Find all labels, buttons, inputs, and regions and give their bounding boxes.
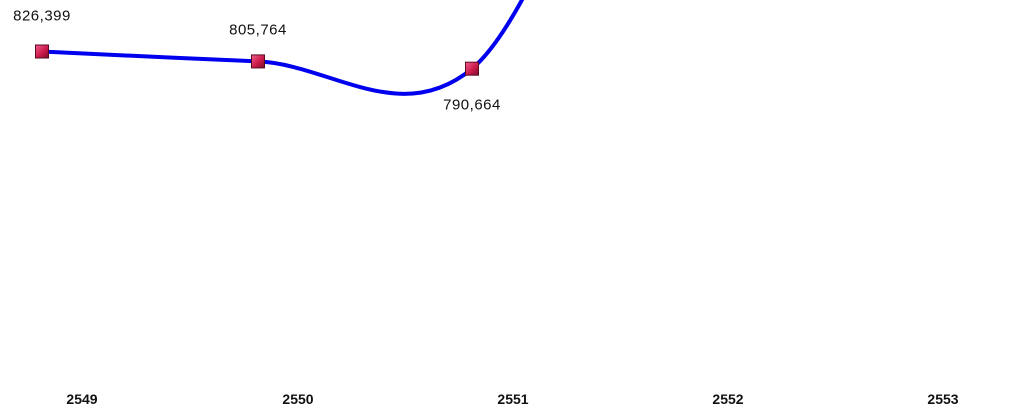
x-tick-label: 2551 xyxy=(497,391,528,407)
x-tick-label: 2552 xyxy=(712,391,743,407)
x-tick-label: 2550 xyxy=(282,391,313,407)
data-label: 826,399 xyxy=(13,8,71,25)
data-point-marker[interactable] xyxy=(35,44,49,59)
data-label: 790,664 xyxy=(443,97,501,114)
x-tick-label: 2549 xyxy=(66,391,97,407)
data-point-marker[interactable] xyxy=(251,54,265,69)
x-axis-tick-labels: 2549 2550 2551 2552 2553 xyxy=(66,391,958,407)
data-point-marker[interactable] xyxy=(465,61,479,76)
series-markers xyxy=(35,44,479,76)
series-line xyxy=(40,0,525,96)
data-label: 805,764 xyxy=(229,21,287,38)
x-tick-label: 2553 xyxy=(927,391,958,407)
series-lines xyxy=(40,0,525,96)
